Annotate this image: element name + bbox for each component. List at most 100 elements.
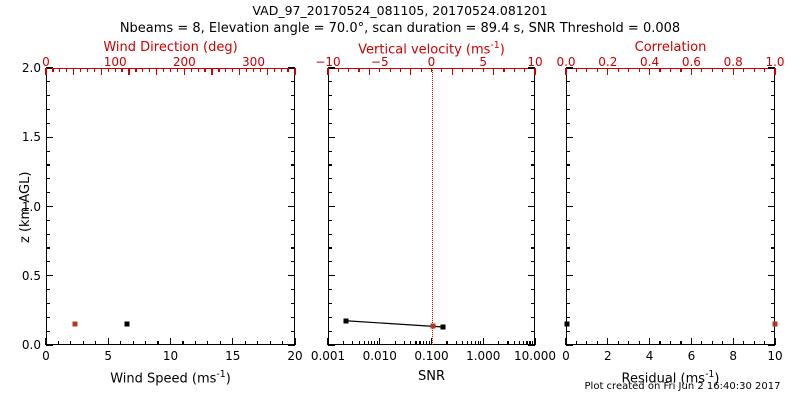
y-axis-tick xyxy=(328,289,332,291)
top-axis-tick xyxy=(149,68,151,72)
bottom-tick-label: 4 xyxy=(645,349,654,363)
y-axis-tick xyxy=(46,316,50,318)
bottom-axis-tick xyxy=(680,341,682,345)
y-axis-tick xyxy=(328,316,332,318)
top-axis-tick xyxy=(156,68,158,75)
top-axis-tick xyxy=(66,68,68,72)
bottom-axis-tick xyxy=(659,341,661,345)
y-axis-tick xyxy=(328,150,332,152)
bottom-axis-tick xyxy=(194,341,196,345)
y-axis-tick xyxy=(566,136,573,138)
y-axis-tick xyxy=(46,150,50,152)
top-axis-tick xyxy=(722,68,724,72)
y-axis-tick xyxy=(768,67,775,69)
bottom-axis-tick xyxy=(107,338,109,345)
y-axis-tick xyxy=(328,247,332,249)
bottom-tick-label: 1.000 xyxy=(466,349,501,363)
y-axis-tick xyxy=(531,302,535,305)
top-axis-tick xyxy=(337,68,339,72)
bottom-axis-tick xyxy=(244,341,246,345)
bottom-axis-tick xyxy=(415,341,417,345)
y-axis-tick xyxy=(771,219,775,221)
data-point-marker xyxy=(124,321,130,327)
top-axis-tick xyxy=(245,68,248,72)
y-axis-tick xyxy=(328,344,335,346)
bottom-axis-tick xyxy=(628,341,630,345)
top-axis-tick xyxy=(493,68,495,75)
bottom-axis-tick xyxy=(617,341,619,345)
top-axis-tick xyxy=(107,68,109,72)
y-axis-tick xyxy=(291,233,295,235)
top-axis-tick xyxy=(461,68,464,72)
top-axis-tick xyxy=(743,68,745,72)
bottom-axis-tick xyxy=(281,341,284,345)
y-axis-tick xyxy=(531,122,535,124)
top-axis-tick xyxy=(701,68,703,72)
y-axis-tick xyxy=(328,164,332,166)
top-axis-tick xyxy=(451,68,453,75)
y-axis-tick xyxy=(566,330,570,332)
bottom-tick-label: 10 xyxy=(162,349,179,363)
top-axis-tick xyxy=(565,68,567,75)
y-axis-tick xyxy=(531,150,535,152)
top-tick-label: −10 xyxy=(315,55,341,69)
bottom-tick-label: 10 xyxy=(767,349,783,363)
y-axis-tick xyxy=(46,108,50,111)
y-axis-tick xyxy=(291,247,295,249)
y-axis-tick xyxy=(566,275,573,277)
bottom-axis-tick xyxy=(403,341,406,345)
bottom-axis-title: SNR xyxy=(417,369,445,384)
y-axis-tick xyxy=(291,95,295,97)
y-axis-tick xyxy=(288,205,295,208)
y-axis-tick xyxy=(771,178,775,180)
top-tick-label: 0.2 xyxy=(598,55,618,69)
top-axis-tick xyxy=(348,68,350,72)
y-axis-tick xyxy=(291,150,295,152)
top-axis-tick xyxy=(211,68,213,75)
bottom-axis-tick xyxy=(422,341,425,345)
y-axis-tick xyxy=(566,95,570,97)
bottom-axis-tick xyxy=(394,341,396,345)
y-axis-tick xyxy=(771,247,775,249)
y-axis-tick xyxy=(46,289,50,291)
bottom-axis-tick xyxy=(462,341,464,345)
panel-wind xyxy=(46,68,295,345)
data-point-marker xyxy=(564,321,570,327)
bottom-tick-label: 0.100 xyxy=(414,349,449,363)
top-axis-tick xyxy=(607,68,609,75)
bottom-axis-tick xyxy=(169,338,172,345)
top-axis-tick xyxy=(287,68,289,72)
bottom-axis-tick xyxy=(529,341,531,345)
y-axis-tick xyxy=(328,275,335,277)
y-axis-tick xyxy=(566,81,570,83)
top-tick-label: 100 xyxy=(103,55,127,69)
y-axis-tick xyxy=(46,205,53,208)
bottom-axis-tick xyxy=(565,338,567,345)
top-tick-label: 0.0 xyxy=(556,55,576,69)
top-axis-tick xyxy=(399,68,402,72)
bottom-tick-label: 20 xyxy=(287,349,303,363)
bottom-tick-label: 10.000 xyxy=(514,349,556,363)
y-axis-tick xyxy=(291,289,295,291)
y-axis-tick xyxy=(566,164,570,166)
y-axis-tick xyxy=(291,261,295,263)
y-axis-tick xyxy=(288,67,295,69)
y-axis-tick xyxy=(291,302,295,305)
y-axis-tick xyxy=(291,122,295,124)
y-axis-tick xyxy=(528,67,535,69)
top-tick-label: 5 xyxy=(479,55,488,69)
bottom-axis-tick xyxy=(269,341,271,345)
bottom-axis-tick xyxy=(376,341,378,345)
y-axis-tick xyxy=(46,344,53,346)
y-axis-tick xyxy=(531,316,535,318)
top-axis-tick xyxy=(379,68,381,72)
y-axis-tick xyxy=(566,233,570,235)
bottom-axis-tick xyxy=(45,338,47,345)
top-axis-tick xyxy=(617,68,619,72)
y-tick-label: 0.5 xyxy=(21,268,41,283)
top-axis-tick xyxy=(513,68,515,72)
page-title: VAD_97_20170524_081105, 20170524.081201 xyxy=(252,3,548,18)
y-axis-tick xyxy=(328,136,335,138)
top-axis-tick xyxy=(711,68,713,72)
zero-reference-line xyxy=(431,68,433,345)
